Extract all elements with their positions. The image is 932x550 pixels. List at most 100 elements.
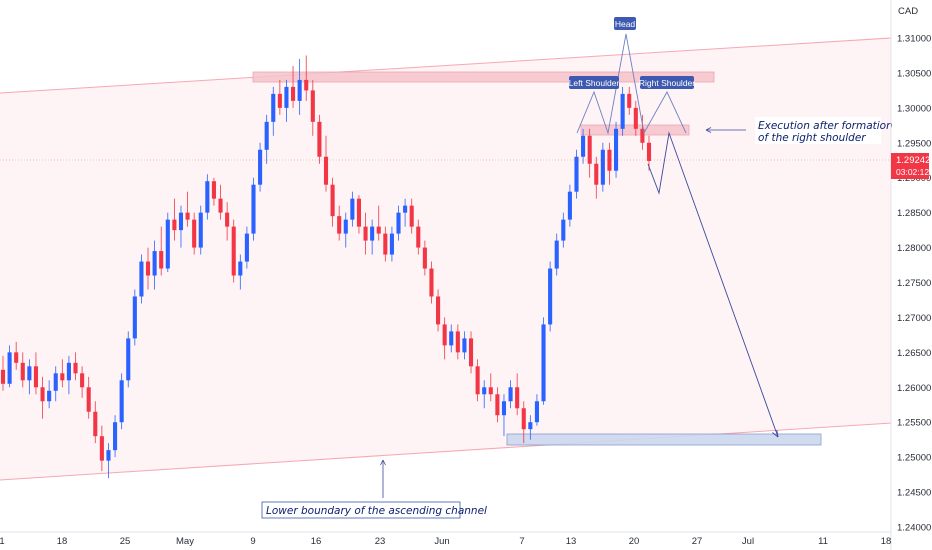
time-tick-label: 27	[692, 536, 703, 547]
candle-body	[600, 149, 605, 185]
candle-body	[350, 198, 355, 220]
candle-body	[488, 387, 493, 395]
candle-body	[14, 352, 19, 363]
countdown: 03:02:12	[896, 167, 929, 177]
channel-upper-line	[0, 37, 892, 94]
candle-body	[646, 142, 652, 161]
candle-body	[99, 436, 104, 461]
right-shoulder-label: Right Shoulder	[639, 76, 695, 89]
candle-body	[238, 261, 243, 276]
candle-body	[561, 219, 566, 241]
projection-path	[647, 131, 779, 438]
price-tick-label: 1.31000	[897, 34, 931, 45]
candle-body	[574, 156, 579, 192]
candle-body	[264, 121, 269, 150]
candle-body	[258, 149, 263, 185]
price-tick-label: 1.25000	[897, 453, 931, 464]
candle-body	[178, 212, 184, 231]
time-tick-label: 18	[881, 536, 892, 547]
candle-body	[20, 362, 25, 381]
time-tick-label: 9	[250, 536, 255, 547]
candle-body	[152, 251, 157, 276]
candle-body	[548, 268, 553, 325]
price-tick-label: 1.24500	[897, 488, 931, 499]
candle-body	[172, 219, 177, 231]
candle-body	[581, 135, 586, 157]
candle-body	[93, 411, 98, 437]
candle-body	[284, 86, 289, 108]
head-and-shoulders-pattern	[576, 33, 687, 135]
candle-body	[383, 233, 388, 255]
price-tick-label: 1.30500	[897, 68, 931, 79]
price-tick-label: 1.30000	[897, 103, 931, 114]
candle-body	[290, 86, 296, 101]
candle-body	[7, 352, 12, 384]
price-tick-label: 1.28500	[897, 208, 931, 219]
time-axis: 1 18 25 May 9 16 23 Jun 7 13 20 27 Jul 11 18	[0, 536, 891, 547]
candle-body	[244, 233, 249, 262]
candle-body	[475, 366, 480, 395]
candle-body	[363, 226, 368, 241]
time-tick-label: 11	[818, 536, 828, 547]
candle-body	[627, 93, 632, 108]
candle-body	[541, 324, 546, 402]
candle-body	[462, 338, 467, 353]
candle-body	[436, 296, 441, 325]
candle-body	[521, 408, 526, 430]
price-tick-label: 1.26000	[897, 383, 931, 394]
svg-text:Head: Head	[615, 19, 636, 29]
time-tick-label: 7	[519, 536, 524, 547]
candle-body	[119, 380, 124, 423]
candle-body	[620, 93, 625, 129]
time-tick-label: 18	[57, 536, 68, 547]
candle-body	[225, 212, 230, 227]
pattern-outline	[576, 33, 687, 135]
candle-body	[0, 369, 6, 384]
candle-body	[139, 261, 144, 297]
candle-body	[389, 233, 394, 255]
time-tick-label: May	[176, 536, 194, 547]
channel-lower-line	[0, 422, 892, 481]
currency-label: CAD	[898, 6, 918, 17]
projection-arrow	[647, 131, 779, 438]
candle-body	[211, 181, 216, 199]
time-tick-label: 16	[311, 536, 322, 547]
candle-body	[53, 373, 58, 391]
candle-body	[554, 240, 559, 269]
execution-note-line2: of the right shoulder	[758, 132, 866, 144]
candle-body	[251, 184, 256, 234]
candle-body	[482, 387, 487, 395]
candle-body	[113, 422, 118, 451]
candle-body	[594, 163, 599, 185]
candle-body	[613, 128, 619, 171]
candle-body	[330, 184, 335, 217]
candle-body	[80, 373, 85, 388]
time-tick-label: Jun	[434, 536, 449, 547]
candle-body	[534, 401, 539, 423]
price-tick-label: 1.25500	[897, 418, 931, 429]
candle-body	[317, 121, 322, 157]
candle-body	[304, 79, 309, 91]
candle-body	[185, 212, 190, 220]
price-tick-label: 1.27500	[897, 278, 931, 289]
resistance-zone	[252, 71, 715, 83]
price-axis: 1.310001.305001.300001.295001.290001.285…	[897, 34, 931, 534]
time-tick-label: Jul	[742, 536, 754, 547]
candle-body	[323, 156, 329, 185]
price-tick-label: 1.29500	[897, 138, 931, 149]
candle-body	[403, 205, 408, 213]
candle-body	[640, 128, 645, 143]
channel-note: Lower boundary of the ascending channel	[261, 459, 487, 519]
candle-body	[376, 226, 381, 234]
candle-body	[40, 387, 45, 402]
candle-body	[356, 198, 362, 227]
ascending-channel	[0, 37, 892, 481]
channel-note-text: Lower boundary of the ascending channel	[266, 505, 487, 517]
candle-body	[205, 181, 210, 213]
candle-body	[145, 261, 151, 276]
execution-note-line1: Execution after formation	[758, 120, 893, 132]
candle-body	[422, 247, 427, 269]
candle-body	[310, 90, 315, 122]
candle-body	[501, 401, 507, 416]
svg-text:Left Shoulder: Left Shoulder	[569, 78, 620, 88]
